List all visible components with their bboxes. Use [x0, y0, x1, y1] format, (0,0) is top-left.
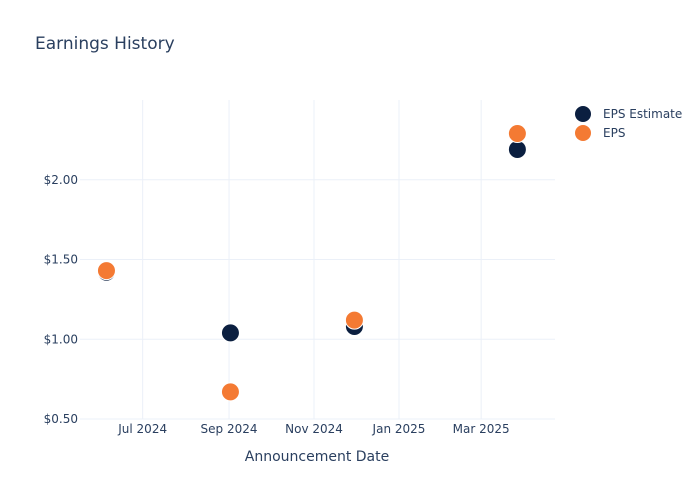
x-tick-label: Nov 2024 — [285, 422, 343, 436]
x-axis-title: Announcement Date — [245, 449, 389, 465]
y-tick-label: $2.00 — [44, 173, 78, 187]
y-tick-label: $1.50 — [44, 253, 78, 267]
legend-marker — [575, 106, 591, 122]
eps-point — [220, 382, 240, 402]
eps-point — [96, 261, 116, 281]
y-tick-label: $0.50 — [44, 412, 78, 426]
grid — [80, 100, 555, 420]
chart-title: Earnings History — [35, 34, 175, 54]
eps-point — [344, 310, 364, 330]
y-tick-label: $1.00 — [44, 332, 78, 346]
legend-label: EPS Estimate — [603, 107, 682, 121]
eps-point — [507, 123, 527, 143]
x-tick-label: Jan 2025 — [372, 422, 426, 436]
eps-estimate-point — [220, 323, 240, 343]
eps-estimate-point — [507, 139, 527, 159]
legend: EPS Estimate EPS — [575, 106, 682, 141]
x-tick-label: Jul 2024 — [117, 422, 167, 436]
data-points — [96, 123, 527, 402]
x-tick-label: Sep 2024 — [201, 422, 258, 436]
legend-label: EPS — [603, 126, 625, 140]
axes: Jul 2024 Sep 2024 Nov 2024 Jan 2025 Mar 2025… — [44, 173, 510, 436]
legend-marker — [575, 125, 591, 141]
x-tick-label: Mar 2025 — [453, 422, 510, 436]
